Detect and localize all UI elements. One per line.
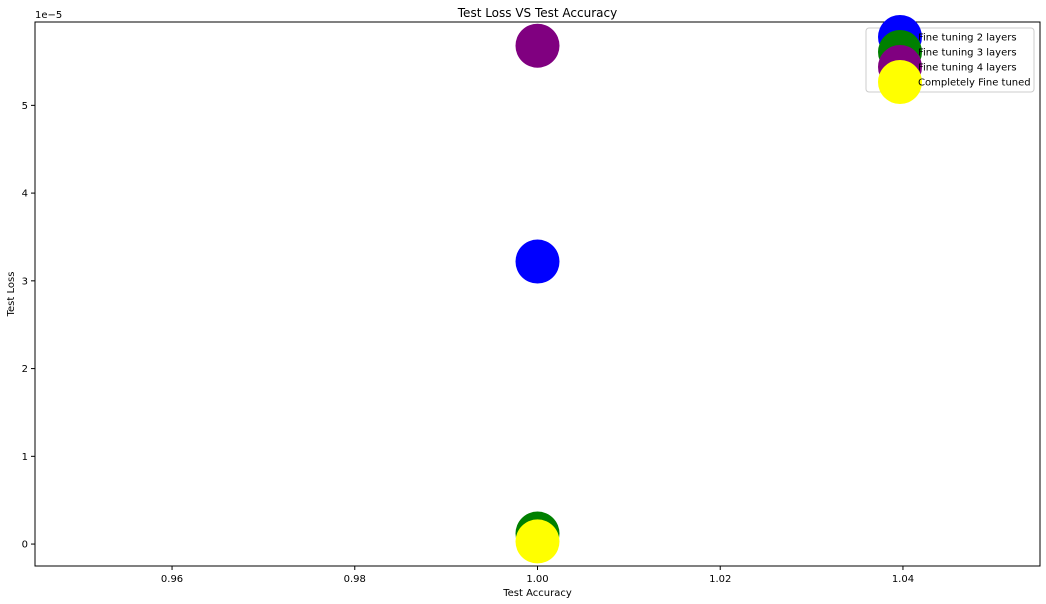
x-tick-label: 1.02 xyxy=(709,574,731,585)
x-axis-ticks: 0.96 0.98 1.00 1.02 1.04 xyxy=(161,566,914,585)
data-point-series-3 xyxy=(515,23,560,68)
x-axis-label: Test Accuracy xyxy=(502,588,572,599)
legend: Fine tuning 2 layers Fine tuning 3 layers… xyxy=(865,15,1035,104)
y-tick-label: 5 xyxy=(22,101,28,112)
y-axis-ticks: 0 1 2 3 4 5 xyxy=(22,101,35,551)
y-tick-label: 0 xyxy=(22,540,28,551)
x-tick-label: 1.04 xyxy=(892,574,914,585)
y-axis-label: Test Loss xyxy=(6,272,17,318)
x-tick-label: 0.98 xyxy=(344,574,366,585)
y-tick-label: 4 xyxy=(22,189,28,200)
chart-title: Test Loss VS Test Accuracy xyxy=(457,6,617,20)
x-tick-label: 1.00 xyxy=(526,574,548,585)
y-tick-label: 3 xyxy=(22,276,28,287)
legend-label-2: Fine tuning 3 layers xyxy=(918,48,1017,59)
data-point-series-1 xyxy=(515,239,560,284)
y-tick-label: 1 xyxy=(22,452,28,463)
legend-marker-4 xyxy=(878,60,922,104)
legend-label-1: Fine tuning 2 layers xyxy=(918,33,1017,44)
plot-area xyxy=(34,21,1041,567)
y-axis-offset-text: 1e−5 xyxy=(35,10,62,21)
data-points xyxy=(515,23,560,564)
y-tick-label: 2 xyxy=(22,364,28,375)
plot-frame xyxy=(34,21,1041,567)
legend-label-3: Fine tuning 4 layers xyxy=(918,63,1017,74)
data-point-series-4 xyxy=(515,519,560,564)
x-tick-label: 0.96 xyxy=(161,574,183,585)
legend-label-4: Completely Fine tuned xyxy=(918,78,1031,89)
